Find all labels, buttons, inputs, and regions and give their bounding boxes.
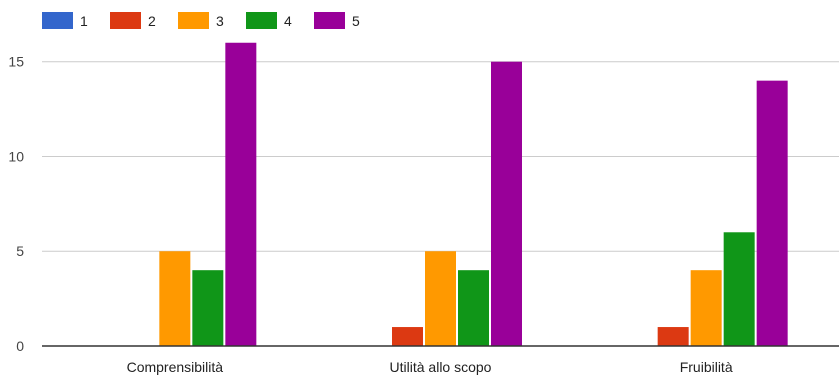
y-tick-label: 5 bbox=[16, 243, 24, 259]
y-tick-label: 15 bbox=[8, 54, 24, 70]
bar-5-0 bbox=[225, 42, 257, 346]
x-category-label: Utilità allo scopo bbox=[390, 359, 492, 375]
legend-label: 1 bbox=[80, 13, 88, 29]
legend-label: 3 bbox=[216, 13, 224, 29]
bars bbox=[159, 42, 788, 347]
legend-label: 5 bbox=[352, 13, 360, 29]
bar-2-2 bbox=[657, 327, 689, 346]
legend: 1 2 3 4 5 bbox=[42, 12, 360, 29]
bar-5-2 bbox=[756, 80, 788, 347]
y-tick-label: 10 bbox=[8, 148, 24, 164]
bar-3-1 bbox=[425, 251, 456, 346]
y-tick-label: 0 bbox=[16, 338, 24, 354]
bar-4-1 bbox=[458, 270, 489, 346]
x-category-label: Fruibilità bbox=[680, 359, 733, 375]
legend-swatch-4 bbox=[246, 12, 277, 29]
legend-label: 2 bbox=[148, 13, 156, 29]
y-axis-ticks: 0 5 10 15 bbox=[8, 54, 24, 354]
bar-3-0 bbox=[159, 251, 191, 346]
bar-5-1 bbox=[491, 61, 522, 347]
legend-swatch-2 bbox=[110, 12, 141, 29]
legend-swatch-1 bbox=[42, 12, 73, 29]
legend-swatch-5 bbox=[314, 12, 345, 29]
bar-4-2 bbox=[723, 232, 755, 346]
bar-3-2 bbox=[690, 270, 722, 346]
legend-swatch-3 bbox=[178, 12, 209, 29]
gridlines bbox=[42, 61, 839, 252]
bar-4-0 bbox=[192, 270, 224, 346]
x-axis-labels: Comprensibilità Utilità allo scopo Fruibil… bbox=[127, 359, 733, 375]
legend-label: 4 bbox=[284, 13, 292, 29]
bar-2-1 bbox=[392, 327, 423, 346]
x-category-label: Comprensibilità bbox=[127, 359, 224, 375]
